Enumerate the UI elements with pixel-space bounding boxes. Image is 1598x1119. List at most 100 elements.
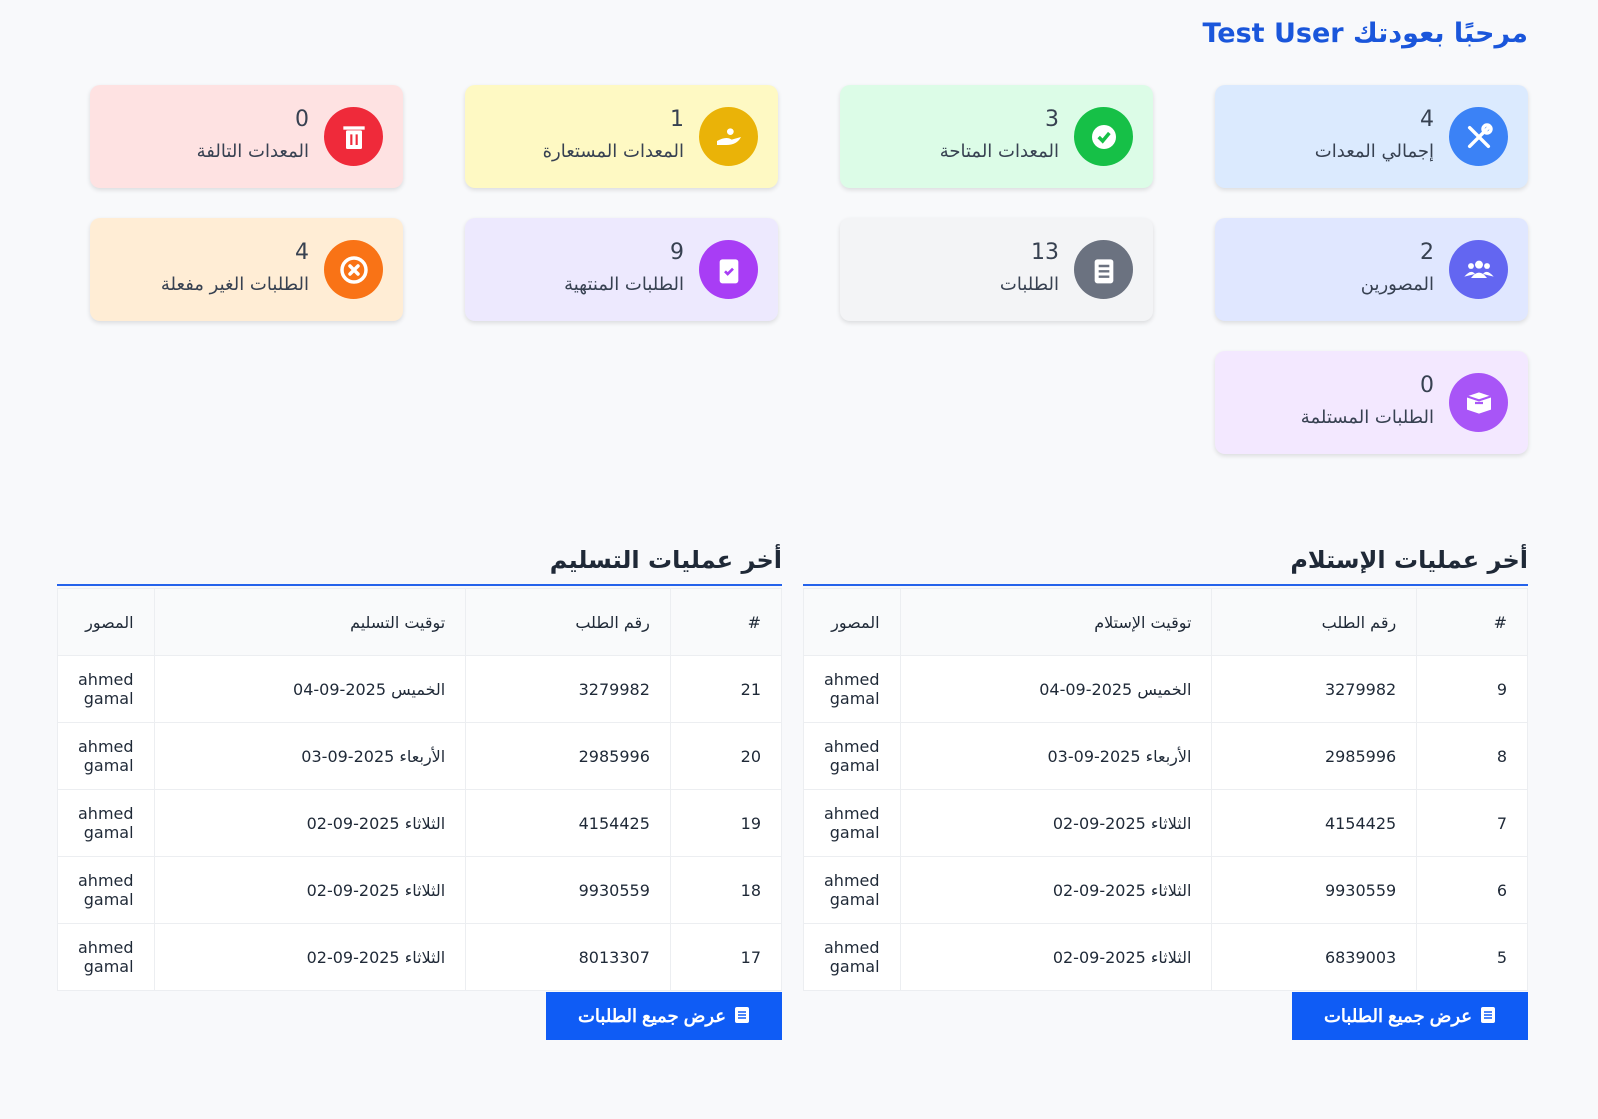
card-label: المعدات المستعارة	[542, 141, 684, 162]
card-icon	[699, 240, 758, 299]
icon-svg	[1463, 260, 1494, 278]
table-cell: 6	[1416, 856, 1528, 924]
stat-card: 4 الطلبات الغير مفعلة	[90, 218, 403, 321]
table-cell: 2985996	[465, 722, 671, 790]
table-cell: 8	[1416, 722, 1528, 790]
stat-card: 3 المعدات المتاحة	[840, 85, 1153, 188]
icon-svg	[1481, 1006, 1496, 1023]
table-row: 18 9930559 الثلاثاء 2025-09-02 ahmed gamal	[57, 856, 783, 924]
icon-svg	[339, 255, 368, 284]
icon-circle	[1467, 262, 1474, 269]
table-cell: ahmed gamal	[57, 722, 155, 790]
card-icon	[324, 240, 383, 299]
table-cell: 4154425	[1211, 789, 1418, 857]
card-label: إجمالي المعدات	[1314, 141, 1434, 162]
table-cell: 19	[669, 789, 783, 857]
icon-path	[723, 267, 734, 276]
table-section: أخر عمليات الإستلام # رقم الطلب توقيت الإست…	[803, 540, 1528, 1040]
button-icon	[734, 1005, 750, 1028]
table-cell: الخميس 2025-09-04	[899, 655, 1213, 723]
button-label: عرض جميع الطلبات	[577, 1005, 727, 1026]
card-label: الطلبات المنتهية	[564, 274, 684, 295]
data-table: # رقم الطلب توقيت الإستلام المصور 9 3279982 ال…	[803, 588, 1528, 991]
card-icon	[699, 107, 758, 166]
header-row: # رقم الطلب توقيت التسليم المصور	[57, 588, 783, 656]
icon-svg	[342, 125, 365, 149]
card-value: 2	[1420, 240, 1434, 265]
table-row: 17 8013307 الثلاثاء 2025-09-02 ahmed gamal	[57, 923, 783, 991]
column-header: رقم الطلب	[465, 588, 671, 656]
table-cell: الأربعاء 2025-09-03	[153, 722, 467, 790]
table-cell: 9	[1416, 655, 1528, 723]
stat-card: 2 المصورين	[1215, 218, 1528, 321]
table-row: 7 4154425 الثلاثاء 2025-09-02 ahmed gamal	[803, 789, 1528, 857]
button-row: عرض جميع الطلبات	[803, 992, 1528, 1040]
card-icon	[1449, 240, 1508, 299]
card-icon	[1074, 240, 1133, 299]
card-value: 1	[670, 107, 684, 132]
card-label: الطلبات	[999, 274, 1059, 295]
icon-path	[349, 133, 358, 145]
column-header: رقم الطلب	[1211, 588, 1418, 656]
button-row: عرض جميع الطلبات	[57, 992, 782, 1040]
table-cell: الثلاثاء 2025-09-02	[899, 923, 1213, 991]
table-cell: 9930559	[465, 856, 671, 924]
table-cell: 7	[1416, 789, 1528, 857]
card-value: 13	[1031, 240, 1059, 265]
card-value: 0	[1420, 373, 1434, 398]
table-row: 19 4154425 الثلاثاء 2025-09-02 ahmed gamal	[57, 789, 783, 857]
icon-circle	[1480, 122, 1493, 135]
view-all-button[interactable]: عرض جميع الطلبات	[546, 992, 782, 1040]
table-cell: ahmed gamal	[803, 655, 901, 723]
header-row: # رقم الطلب توقيت الإستلام المصور	[803, 588, 1528, 656]
table-cell: ahmed gamal	[803, 856, 901, 924]
data-table: # رقم الطلب توقيت التسليم المصور 21 3279982 ال…	[57, 588, 783, 991]
table-cell: ahmed gamal	[803, 722, 901, 790]
table-row: 6 9930559 الثلاثاء 2025-09-02 ahmed gamal	[803, 856, 1528, 924]
button-icon	[1480, 1005, 1496, 1028]
table-row: 9 3279982 الخميس 2025-09-04 ahmed gamal	[803, 655, 1528, 723]
table-title: أخر عمليات التسليم	[57, 540, 782, 586]
table-row: 20 2985996 الأربعاء 2025-09-03 ahmed gamal	[57, 722, 783, 790]
table-cell: 5	[1416, 923, 1528, 991]
icon-path	[716, 136, 741, 145]
table-cell: ahmed gamal	[57, 856, 155, 924]
icon-circle	[726, 127, 734, 135]
table-cell: 9930559	[1211, 856, 1418, 924]
view-all-button[interactable]: عرض جميع الطلبات	[1292, 992, 1528, 1040]
table-cell: 6839003	[1211, 923, 1418, 991]
table-cell: الثلاثاء 2025-09-02	[153, 856, 467, 924]
table-cell: 18	[669, 856, 783, 924]
stat-card: 0 الطلبات المستلمة	[1215, 351, 1528, 454]
table-section: أخر عمليات التسليم # رقم الطلب توقيت التسلي…	[57, 540, 783, 1040]
table-cell: الثلاثاء 2025-09-02	[899, 789, 1213, 857]
card-label: المصورين	[1360, 274, 1434, 295]
card-value: 3	[1045, 107, 1059, 132]
table-cell: الخميس 2025-09-04	[153, 655, 467, 723]
card-label: الطلبات الغير مفعلة	[160, 274, 309, 295]
icon-path	[738, 1010, 747, 1019]
icon-svg	[1091, 124, 1116, 149]
table-cell: 20	[669, 722, 783, 790]
column-header: #	[1416, 588, 1528, 656]
table-cell: الأربعاء 2025-09-03	[899, 722, 1213, 790]
icon-svg	[1466, 391, 1491, 414]
column-header: المصور	[803, 588, 901, 656]
stat-card: 0 المعدات التالفة	[90, 85, 403, 188]
card-icon	[1449, 107, 1508, 166]
column-header: #	[669, 588, 783, 656]
card-value: 4	[1420, 107, 1434, 132]
card-icon	[1074, 107, 1133, 166]
table-cell: ahmed gamal	[57, 789, 155, 857]
icon-path	[1484, 1010, 1493, 1019]
icon-rect	[342, 125, 365, 130]
icon-circle	[1474, 260, 1483, 269]
icon-path	[1096, 131, 1111, 144]
icon-svg	[1467, 122, 1493, 148]
table-cell: ahmed gamal	[57, 655, 155, 723]
table-cell: 3279982	[1211, 655, 1418, 723]
icon-path	[347, 263, 360, 276]
tables: أخر عمليات الإستلام # رقم الطلب توقيت الإست…	[57, 540, 1528, 1040]
